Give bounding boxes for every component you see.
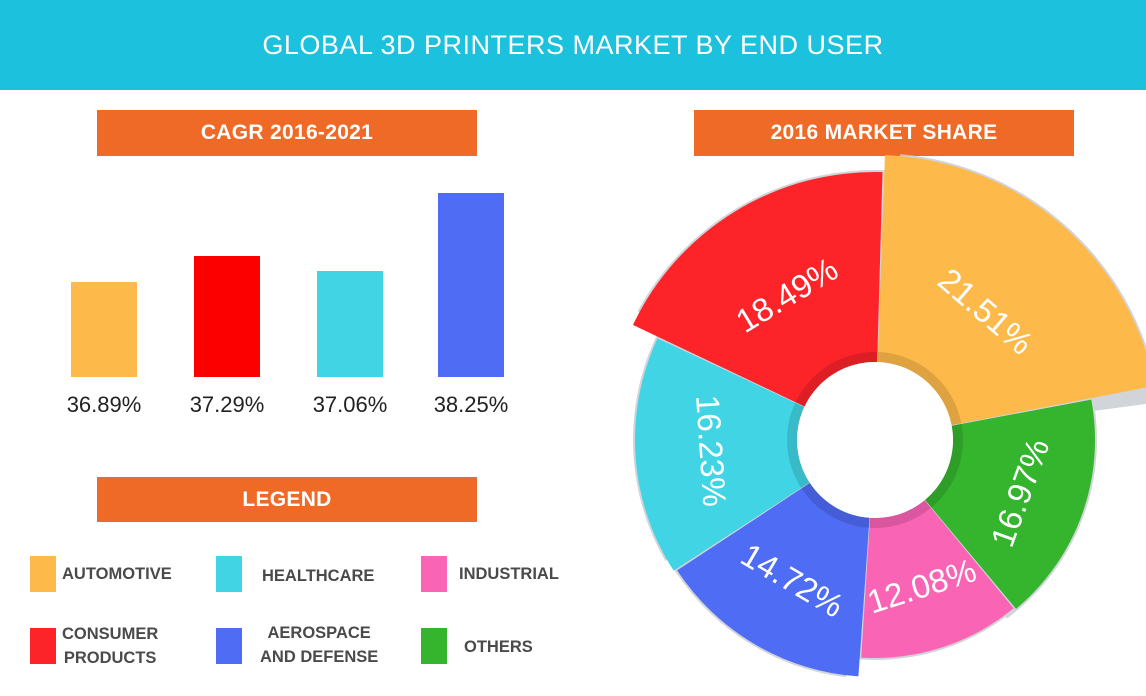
slice-inner-shade-automotive — [877, 352, 962, 426]
slice-label-healthcare: 16.23% — [689, 394, 733, 508]
legend-label-others: OTHERS — [464, 638, 533, 656]
slice-inner-shade-consumer-products — [795, 352, 878, 407]
cagr-section-title: CAGR 2016-2021 — [97, 110, 477, 156]
legend-section-title: LEGEND — [97, 477, 477, 522]
legend-swatch-others — [421, 628, 447, 664]
slice-consumer-products — [632, 172, 883, 407]
legend-label-healthcare: HEALTHCARE — [262, 567, 375, 585]
bar-value-label: 37.29% — [189, 392, 265, 417]
bar-aerospace-and-defense — [438, 193, 504, 377]
header-banner: GLOBAL 3D PRINTERS MARKET BY END USER — [0, 0, 1146, 90]
slice-inner-shade-aerospace-and-defense — [801, 482, 870, 528]
legend-swatch-industrial — [421, 556, 447, 592]
slice-automotive — [877, 155, 1146, 426]
legend-label-aerospace-and-defense: AEROSPACE AND DEFENSE — [260, 624, 379, 666]
legend-swatch-automotive — [30, 556, 56, 592]
legend-label-automotive: AUTOMOTIVE — [62, 565, 172, 583]
bar-healthcare — [317, 271, 383, 377]
slice-others — [925, 399, 1095, 609]
slice-industrial — [861, 500, 1014, 658]
legend-swatch-aerospace-and-defense — [216, 628, 242, 664]
donut-hole — [797, 362, 953, 518]
slice-inner-shade-healthcare — [787, 402, 810, 488]
legend-swatch-consumer-products — [30, 628, 56, 664]
bar-automotive — [71, 282, 137, 377]
donut-slices — [632, 155, 1146, 677]
legend-label-industrial: INDUSTRIAL — [459, 565, 559, 583]
slice-healthcare — [635, 338, 810, 571]
slice-aerospace-and-defense — [677, 482, 870, 677]
page-title: GLOBAL 3D PRINTERS MARKET BY END USER — [262, 29, 884, 60]
bar-value-label: 38.25% — [433, 392, 509, 417]
market-share-section-title: 2016 MARKET SHARE — [694, 110, 1074, 156]
bar-consumer-products — [194, 256, 260, 377]
slice-inner-shade-others — [925, 423, 964, 508]
bar-value-label: 36.89% — [66, 392, 142, 417]
slice-inner-shade-industrial — [869, 500, 931, 528]
legend-swatch-healthcare — [216, 556, 242, 592]
legend-label-consumer-products: CONSUMER PRODUCTS — [62, 625, 159, 667]
bar-value-label: 37.06% — [312, 392, 388, 417]
